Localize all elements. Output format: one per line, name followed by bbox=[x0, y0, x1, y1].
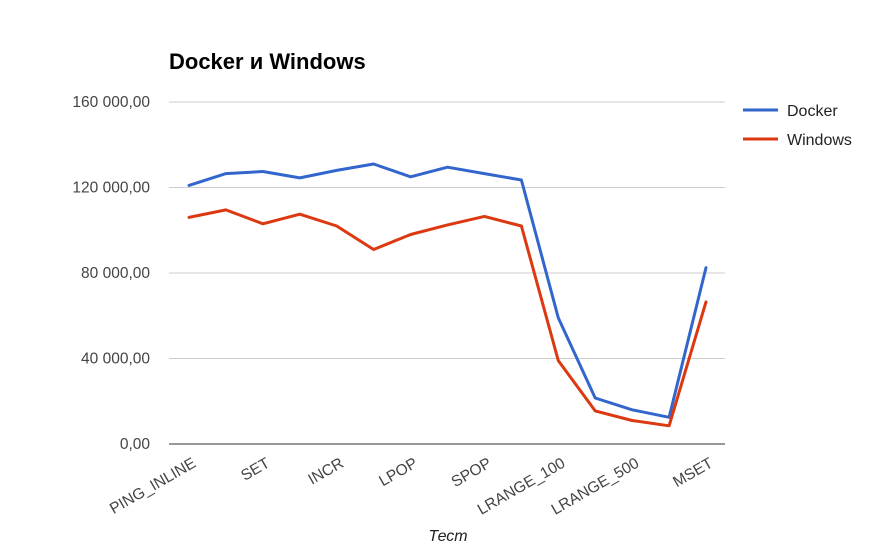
y-tick-label: 120 000,00 bbox=[72, 180, 150, 197]
chart-title: Docker и Windows bbox=[169, 49, 366, 74]
x-tick-label: INCR bbox=[305, 455, 346, 489]
x-axis-ticks: PING_INLINE SET INCR LPOP SPOPLRANGE_100LRAN… bbox=[107, 454, 717, 518]
y-tick-label: 160 000,00 bbox=[72, 94, 150, 111]
legend-label: Docker bbox=[787, 103, 838, 120]
legend-label: Windows bbox=[787, 132, 852, 149]
gridlines bbox=[169, 101, 725, 359]
x-tick-label: SPOP bbox=[449, 455, 495, 491]
x-tick-label: PING_INLINE bbox=[107, 455, 199, 518]
x-axis-label: Тест bbox=[428, 528, 467, 545]
y-tick-label: 40 000,00 bbox=[81, 351, 150, 368]
series-line-windows bbox=[187, 208, 708, 428]
legend: Docker Windows bbox=[743, 103, 852, 149]
x-tick-label: SET bbox=[238, 454, 273, 484]
series-line-docker bbox=[187, 162, 708, 419]
x-tick-label: MSET bbox=[670, 454, 716, 491]
y-axis-ticks: 0,00 40 000,00 80 000,00 120 000,00 160 000,… bbox=[72, 94, 150, 453]
y-tick-label: 80 000,00 bbox=[81, 265, 150, 282]
x-tick-label: LPOP bbox=[376, 455, 420, 490]
y-tick-label: 0,00 bbox=[120, 436, 151, 453]
series-lines bbox=[187, 162, 708, 428]
